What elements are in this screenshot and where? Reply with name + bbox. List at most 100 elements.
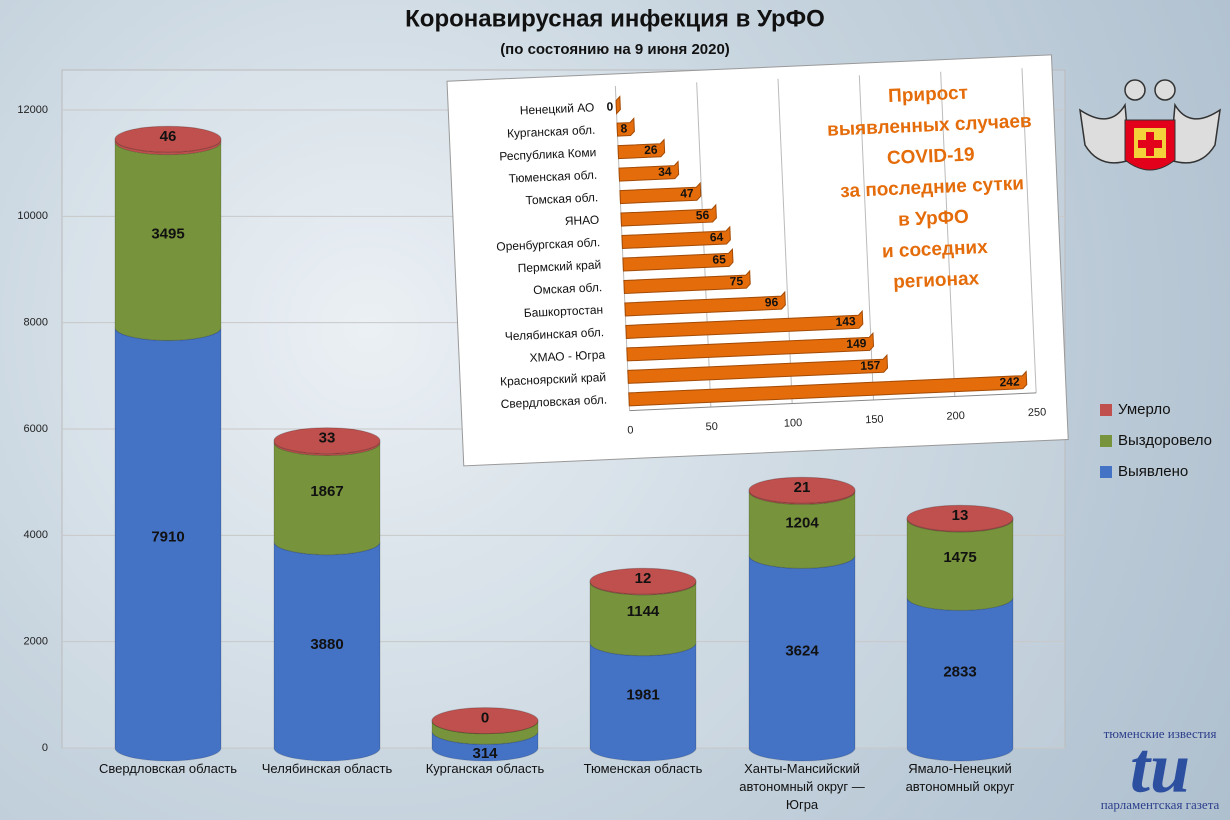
value-label: 1475 — [943, 549, 976, 566]
y-tick-label: Оренбургская обл. — [496, 235, 600, 254]
inset-title: Прирост — [888, 83, 969, 107]
value-label: 33 — [319, 430, 336, 447]
value-label: 157 — [860, 358, 881, 373]
value-label: 56 — [696, 208, 710, 223]
y-tick-label: Челябинская обл. — [505, 325, 605, 343]
cylinder-top — [431, 707, 539, 735]
bar — [621, 225, 731, 250]
value-label: 314 — [472, 745, 498, 762]
bar — [624, 290, 786, 317]
value-label: 3880 — [310, 636, 343, 653]
value-label: 149 — [846, 336, 867, 351]
value-label: 0 — [606, 99, 614, 113]
logo-bottom: парламентская газета — [1101, 797, 1220, 812]
bar — [627, 353, 889, 384]
cylinder-top — [114, 125, 222, 153]
value-label: 47 — [680, 186, 694, 201]
y-tick-label: Башкортостан — [524, 303, 604, 320]
logo-top: тюменские известия — [1104, 726, 1217, 741]
x-tick-label: 150 — [865, 413, 884, 426]
value-label: 96 — [765, 295, 779, 310]
legend-label: Умерло — [1118, 401, 1171, 418]
x-tick-label: Челябинская область — [261, 761, 393, 776]
value-label: 1981 — [626, 686, 659, 703]
axis-line — [629, 392, 1037, 412]
y-tick-label: 8000 — [24, 317, 48, 329]
value-label: 13 — [952, 507, 969, 524]
legend-swatch — [1100, 404, 1112, 416]
x-tick-label: 0 — [627, 424, 634, 436]
bar — [623, 269, 751, 295]
inset-title: в УрФО — [898, 207, 970, 231]
bar — [626, 331, 875, 362]
bar — [618, 160, 680, 182]
value-label: 1204 — [785, 514, 819, 531]
value-label: 8 — [620, 121, 628, 135]
value-label: 46 — [160, 128, 177, 145]
cylinder-top — [589, 567, 697, 595]
inset-title: регионах — [893, 268, 980, 293]
y-tick-label: 10000 — [17, 210, 48, 222]
grid-line — [1021, 68, 1037, 393]
logo: тюменские известия tu парламентская газе… — [1101, 726, 1220, 812]
x-tick-label: Ямало-Ненецкий автономный округ — [905, 761, 1015, 794]
value-label: 65 — [712, 252, 726, 267]
x-tick-label: Свердловская область — [98, 761, 238, 776]
y-tick-label: Республика Коми — [499, 145, 596, 163]
value-label: 3624 — [785, 643, 819, 660]
logo-mark: tu — [1130, 728, 1190, 808]
emblem — [1079, 79, 1221, 171]
y-tick-label: Омская обл. — [533, 280, 602, 297]
y-tick-label: Свердловская обл. — [500, 393, 607, 412]
chart-title: Коронавирусная инфекция в УрФО — [405, 5, 825, 32]
value-label: 26 — [644, 143, 658, 158]
bar — [617, 138, 666, 160]
bar — [620, 203, 717, 227]
legend-swatch — [1100, 435, 1112, 447]
bar — [622, 247, 734, 272]
x-tick-label: Тюменская область — [583, 761, 703, 776]
y-tick-label: 4000 — [24, 529, 48, 541]
value-label: 1144 — [627, 603, 660, 620]
value-label: 21 — [794, 479, 811, 496]
x-tick-label: 100 — [784, 417, 803, 430]
legend-label: Выявлено — [1118, 463, 1188, 480]
inset-chart: 0 50 100 150 200 250 Ненецкий АО 0 Курганская об… — [446, 54, 1069, 467]
x-tick-label: 200 — [946, 410, 965, 423]
x-tick-label: 250 — [1028, 406, 1047, 419]
legend-label: Выздоровело — [1118, 432, 1212, 449]
x-tick-label: 50 — [705, 421, 718, 434]
y-tick-label: Томская обл. — [525, 190, 598, 207]
x-tick-label: Курганская область — [425, 761, 545, 776]
bar — [616, 117, 635, 137]
bar — [628, 370, 1028, 407]
value-label: 0 — [481, 710, 489, 727]
x-tick-label: Ханты-Мансийский автономный округ — Югра — [739, 761, 865, 812]
cylinder-top — [273, 427, 381, 455]
value-label: 7910 — [151, 529, 184, 546]
inset-panel — [446, 54, 1069, 467]
cylinder-top — [748, 476, 856, 504]
inset-title: и соседних — [881, 237, 988, 263]
value-label: 2833 — [943, 664, 976, 681]
legend-swatch — [1100, 466, 1112, 478]
y-tick-label: 6000 — [24, 423, 48, 435]
grid-line — [940, 71, 956, 397]
y-tick-label: 0 — [42, 742, 48, 754]
y-tick-label: Тюменская обл. — [508, 168, 597, 186]
value-label: 242 — [999, 374, 1020, 389]
value-label: 64 — [710, 230, 724, 245]
chart-subtitle: (по состоянию на 9 июня 2020) — [500, 41, 730, 58]
bar — [625, 309, 864, 339]
y-tick-label: ЯНАО — [565, 213, 600, 228]
value-label: 34 — [658, 164, 672, 179]
y-tick-label: Пермский край — [517, 258, 601, 276]
y-tick-label: Ненецкий АО — [519, 100, 594, 117]
value-label: 1867 — [310, 483, 343, 500]
value-label: 75 — [729, 274, 743, 289]
y-tick-label: ХМАО - Югра — [529, 348, 605, 365]
cylinder-top — [906, 504, 1014, 532]
value-label: 3495 — [151, 226, 184, 243]
y-tick-label: 12000 — [17, 104, 48, 116]
